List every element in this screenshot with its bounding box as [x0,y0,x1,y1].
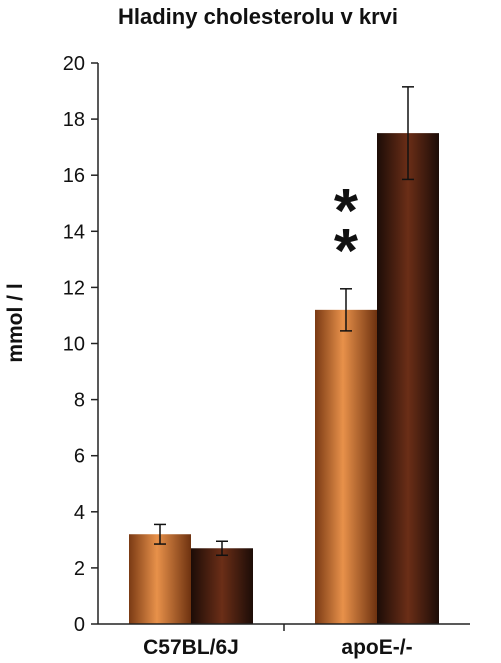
y-tick-label: 2 [74,558,85,580]
bar [377,133,439,624]
y-tick-label: 10 [63,334,85,356]
y-tick-label: 14 [63,221,85,243]
y-tick-label: 6 [74,446,85,468]
x-category-label: apoE-/- [341,636,412,659]
bar [129,534,191,624]
y-tick-label: 20 [63,53,85,75]
chart-title: Hladiny cholesterolu v krvi [118,4,398,29]
bar [315,309,377,624]
significance-asterisk: * [334,177,359,246]
x-category-label: C57BL/6J [143,636,239,659]
y-tick-label: 18 [63,109,85,131]
significance-asterisk: * [334,217,359,286]
y-tick-label: 8 [74,390,85,412]
y-axis-label: mmol / l [4,283,27,362]
y-tick-label: 0 [74,614,85,636]
y-tick-label: 12 [63,277,85,299]
bar [191,548,253,624]
y-tick-label: 4 [74,502,85,524]
y-tick-label: 16 [63,165,85,187]
